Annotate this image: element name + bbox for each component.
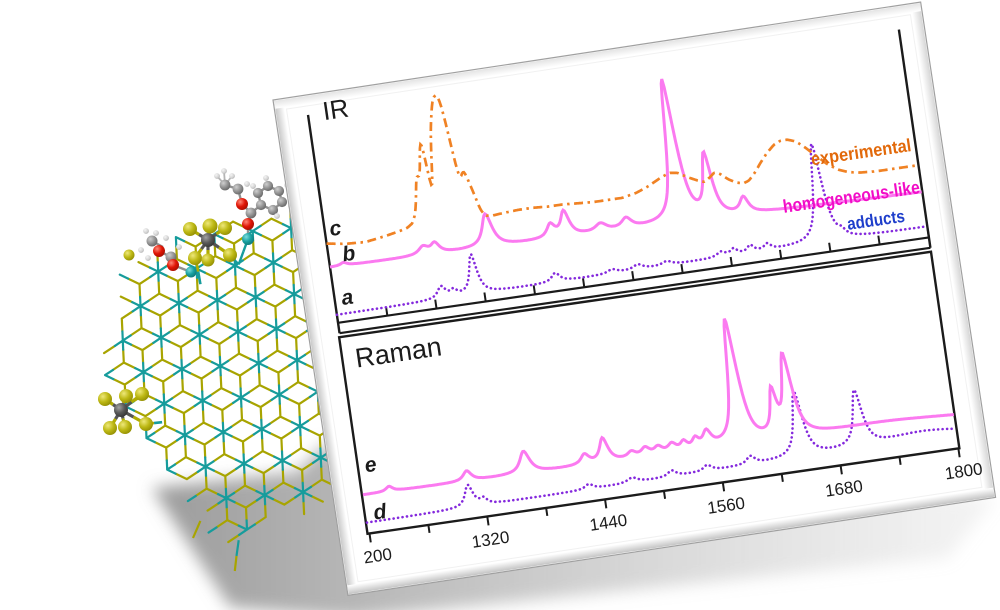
svg-text:b: b bbox=[341, 242, 357, 267]
svg-text:c: c bbox=[328, 216, 343, 240]
svg-text:d: d bbox=[372, 500, 389, 525]
svg-text:200: 200 bbox=[362, 545, 393, 568]
svg-text:a: a bbox=[340, 285, 355, 309]
svg-text:IR: IR bbox=[321, 93, 351, 126]
svg-text:e: e bbox=[363, 453, 378, 477]
